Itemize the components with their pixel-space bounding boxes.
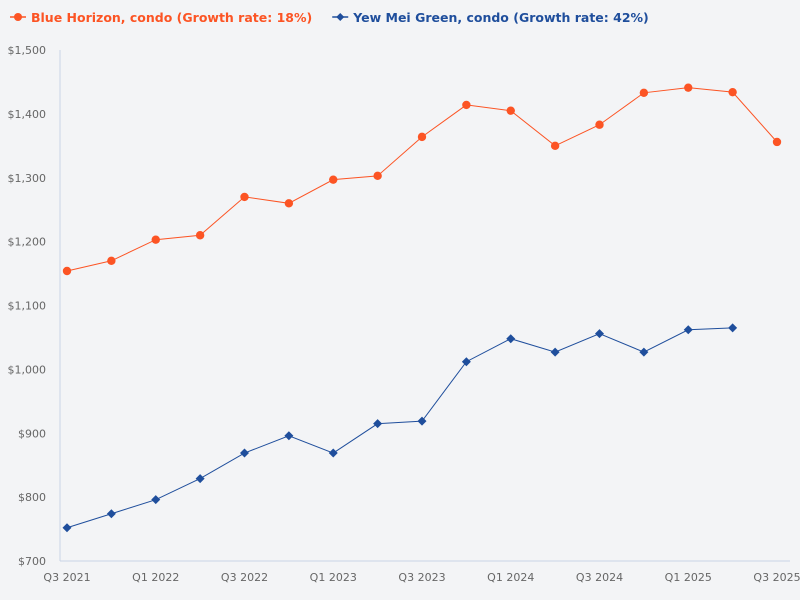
x-tick-label: Q1 2023	[310, 571, 357, 584]
data-point	[151, 235, 160, 244]
data-point	[595, 120, 604, 129]
data-point	[417, 416, 427, 426]
data-point	[373, 171, 382, 181]
y-tick-label: $1,000	[8, 363, 47, 376]
data-point	[284, 431, 294, 441]
data-point	[506, 334, 516, 344]
data-point	[62, 523, 72, 533]
data-point	[107, 256, 116, 265]
y-tick-label: $900	[18, 427, 46, 440]
y-tick-label: $1,200	[8, 236, 47, 249]
data-point	[639, 347, 649, 357]
data-point	[595, 329, 604, 339]
axes: $700 $800 $900 $1,000 $1,100 $1,200 $1,300 $1,4…	[8, 44, 800, 584]
legend-marker-diamond-icon	[336, 13, 345, 21]
x-tick-label: Q1 2024	[487, 571, 534, 584]
data-point	[417, 132, 427, 142]
legend-marker-circle-icon	[14, 13, 22, 21]
data-point	[328, 448, 338, 458]
y-tick-label: $700	[18, 555, 46, 568]
x-tick-label: Q3 2024	[576, 571, 623, 584]
data-point	[195, 231, 205, 240]
series-line	[66, 327, 733, 529]
x-tick-label: Q1 2025	[665, 571, 712, 584]
series-line	[66, 87, 778, 272]
data-point	[461, 357, 471, 367]
y-tick-label: $1,100	[8, 300, 47, 313]
y-tick-label: $800	[18, 491, 46, 504]
y-tick-label: $1,500	[8, 44, 47, 57]
data-point	[506, 106, 515, 115]
legend-label: Blue Horizon, condo (Growth rate: 18%)	[31, 10, 312, 25]
data-point	[373, 419, 383, 429]
data-point	[772, 137, 782, 147]
data-point	[62, 266, 72, 276]
data-point	[639, 88, 649, 97]
legend-item-1: Yew Mei Green, condo (Growth rate: 42%)	[332, 10, 649, 25]
data-point	[195, 474, 205, 484]
x-tick-label: Q1 2022	[132, 571, 179, 584]
series-group	[62, 83, 782, 533]
y-tick-label: $1,400	[8, 108, 47, 121]
x-tick-label: Q3 2023	[398, 571, 445, 584]
data-point	[151, 495, 161, 505]
data-point	[683, 325, 693, 335]
data-point	[728, 323, 738, 333]
data-point	[462, 100, 471, 110]
x-tick-label: Q3 2022	[221, 571, 268, 584]
y-tick-label: $1,300	[8, 172, 47, 185]
legend: Blue Horizon, condo (Growth rate: 18%) Ye…	[10, 10, 649, 25]
data-point	[106, 509, 116, 519]
data-point	[240, 448, 249, 458]
series-1	[62, 323, 738, 533]
data-point	[550, 141, 560, 151]
data-point	[550, 347, 560, 357]
legend-item-0: Blue Horizon, condo (Growth rate: 18%)	[10, 10, 312, 25]
data-point	[240, 192, 249, 202]
legend-label: Yew Mei Green, condo (Growth rate: 42%)	[352, 10, 649, 25]
series-0	[62, 83, 782, 276]
x-tick-label: Q3 2021	[43, 571, 90, 584]
data-point	[284, 199, 294, 208]
data-point	[329, 175, 338, 184]
x-tick-label: Q3 2025	[753, 571, 800, 584]
data-point	[684, 83, 693, 92]
data-point	[728, 87, 737, 97]
